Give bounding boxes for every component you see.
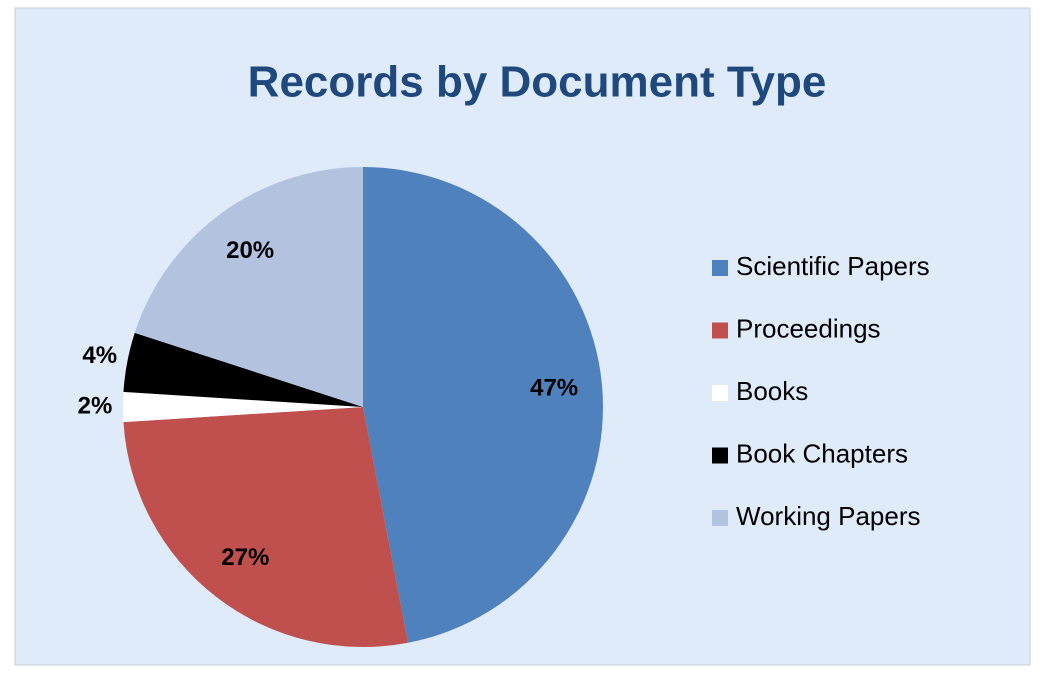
legend-label: Working Papers — [736, 501, 921, 531]
pie-slice — [123, 391, 364, 423]
pie-slice — [123, 407, 408, 647]
data-label: 2% — [78, 392, 113, 419]
legend-swatch — [712, 385, 728, 401]
pie-slice — [134, 167, 363, 407]
legend-label: Proceedings — [736, 313, 881, 343]
legend-label: Book Chapters — [736, 438, 908, 468]
data-label: 27% — [221, 544, 269, 571]
legend-swatch — [712, 510, 728, 526]
pie-slice — [363, 167, 604, 643]
legend-swatch — [712, 322, 728, 339]
legend-label: Books — [736, 376, 808, 406]
legend-label: Scientific Papers — [736, 251, 930, 281]
pie-slice — [123, 332, 363, 407]
chart-title: Records by Document Type — [248, 58, 827, 107]
data-label: 4% — [82, 342, 117, 369]
data-label: 47% — [530, 374, 578, 401]
data-label: 20% — [226, 237, 274, 264]
legend-swatch — [712, 447, 728, 464]
legend-swatch — [712, 260, 728, 276]
